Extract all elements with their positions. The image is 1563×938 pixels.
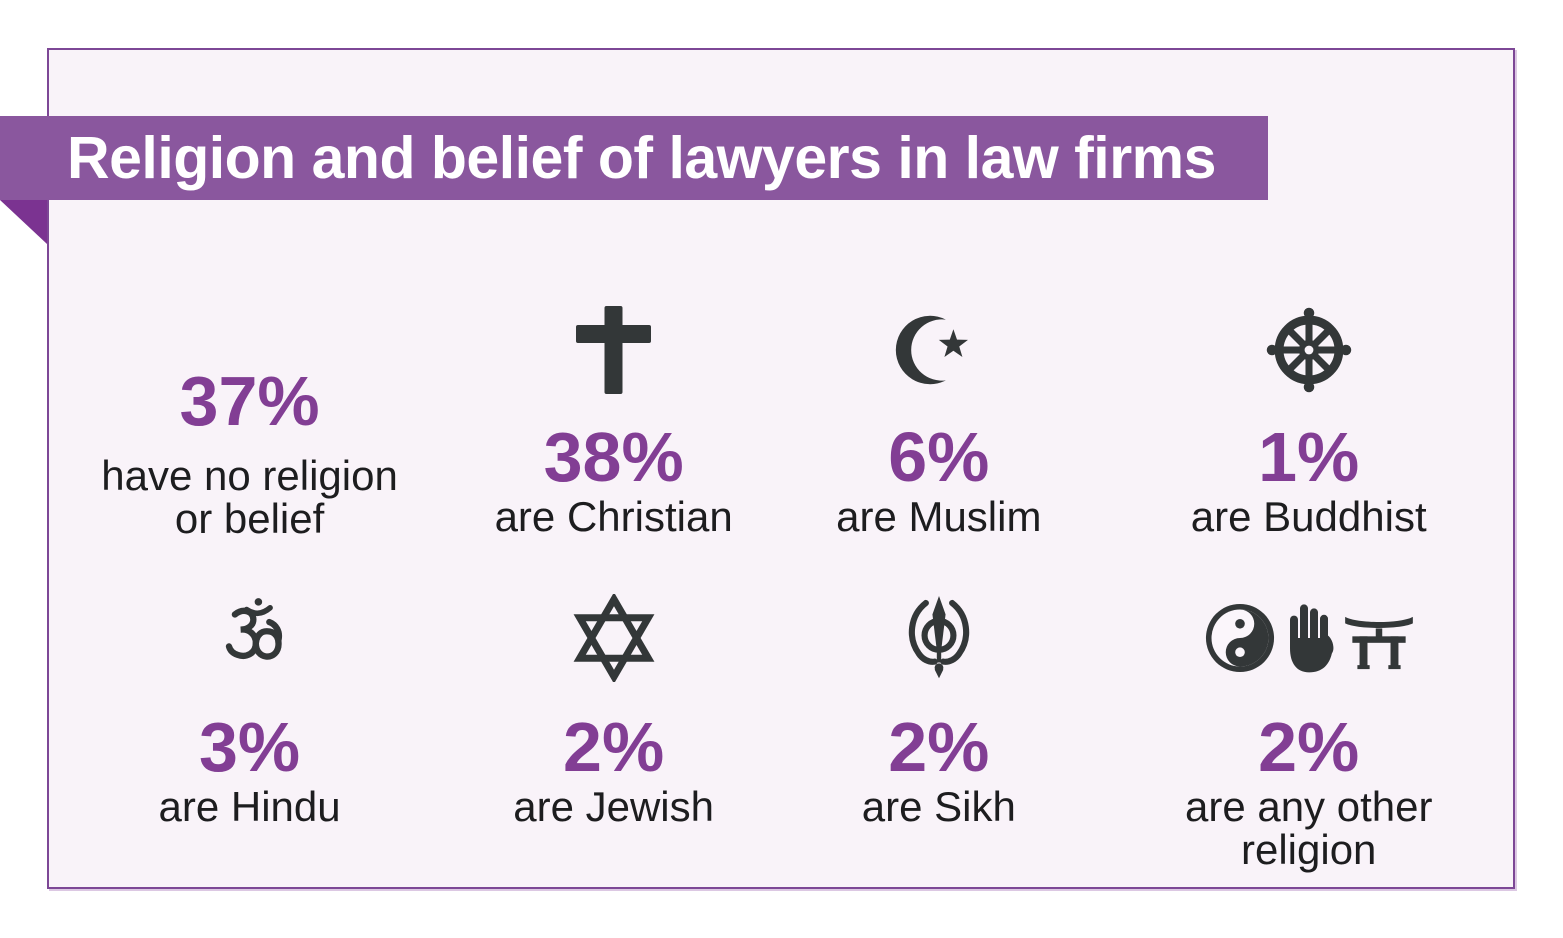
star-of-david-icon [573,594,655,682]
stat-sikh: 2% are Sikh [775,588,1102,872]
stat-percent: 6% [888,418,990,496]
stat-label: are Hindu [158,783,341,830]
stat-label: are Jewish [513,783,715,830]
stat-percent: 2% [1258,708,1360,786]
stat-jewish: 2% are Jewish [452,588,775,872]
stat-percent: 2% [888,708,990,786]
stat-hindu: 3% are Hindu [47,588,452,872]
page-title: Religion and belief of lawyers in law fi… [67,124,1216,191]
star-and-crescent-icon [895,315,968,385]
christian-cross-icon [576,306,652,394]
stat-label: are Sikh [861,783,1016,830]
stats-row-1: 37% have no religion or belief 38% are C… [47,300,1515,541]
ahimsa-hand-icon [1289,604,1334,673]
stat-label: have no religion or belief [101,452,398,542]
stat-percent: 3% [198,708,301,786]
banner-fold-triangle [0,200,47,244]
stat-muslim: 6% are Muslim [775,300,1102,541]
stats-row-2: 3% are Hindu 2% are Jewish [47,588,1515,872]
yin-yang-icon [1205,603,1274,673]
khanda-icon [908,596,969,679]
stat-percent: 37% [179,362,320,440]
dharma-wheel-icon [1266,307,1351,393]
stat-percent: 38% [543,418,684,496]
title-banner: Religion and belief of lawyers in law fi… [0,116,1268,200]
stat-label: are Christian [494,493,733,540]
stat-label: are Muslim [836,493,1042,540]
stat-buddhist: 1% are Buddhist [1102,300,1515,541]
stat-percent: 2% [563,708,665,786]
stat-label: are any other religion [1184,783,1433,873]
stat-no-religion: 37% have no religion or belief [47,300,452,541]
torii-gate-icon [1344,616,1413,669]
stat-percent: 1% [1258,418,1360,496]
stat-other-religion: 2% are any other religion [1102,588,1515,872]
stat-christian: 38% are Christian [452,300,775,541]
stat-label: are Buddhist [1190,493,1427,540]
om-icon [225,598,282,660]
